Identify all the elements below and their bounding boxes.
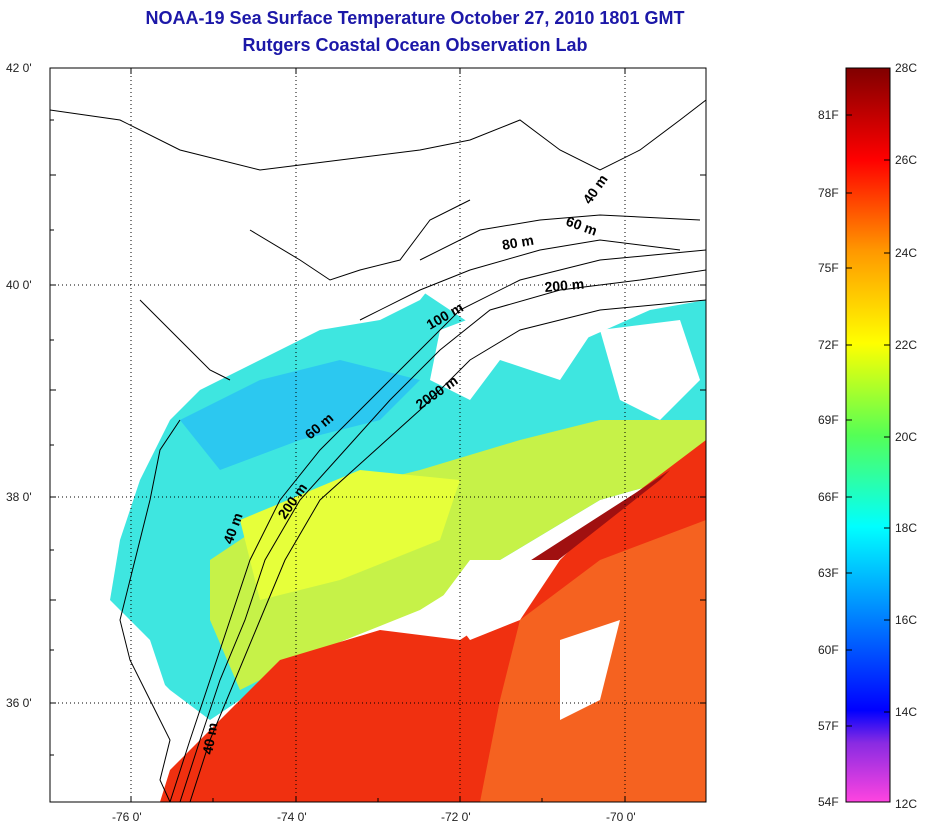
colorbar-c-label: 22C xyxy=(895,338,918,352)
land xyxy=(50,68,706,640)
sst-warm-patch xyxy=(240,470,460,600)
colorbar-c-label: 20C xyxy=(895,430,918,444)
lon-label: -76 0' xyxy=(112,810,142,824)
colorbar-f-label: 72F xyxy=(818,338,839,352)
sst-cool-patch xyxy=(180,360,420,470)
colorbar xyxy=(845,67,891,803)
lon-label: -74 0' xyxy=(277,810,307,824)
colorbar-f-label: 63F xyxy=(818,566,839,580)
colorbar-f-label: 81F xyxy=(818,108,839,122)
land-south xyxy=(50,600,170,780)
contour-label: 40 m xyxy=(199,721,220,755)
colorbar-f-label: 54F xyxy=(818,795,839,809)
colorbar-f-label: 66F xyxy=(818,490,839,504)
lon-label: -70 0' xyxy=(606,810,636,824)
colorbar-f-label: 69F xyxy=(818,413,839,427)
colorbar-f-label: 75F xyxy=(818,261,839,275)
coastline xyxy=(50,99,706,802)
contour-label: 200 m xyxy=(544,276,585,295)
lat-label: 42 0' xyxy=(6,61,32,75)
colorbar-ticks xyxy=(846,114,890,727)
lat-label: 40 0' xyxy=(6,278,32,292)
colorbar-c-label: 16C xyxy=(895,613,918,627)
lon-label: -72 0' xyxy=(441,810,471,824)
colorbar-f-label: 57F xyxy=(818,719,839,733)
map-subtitle: Rutgers Coastal Ocean Observation Lab xyxy=(242,35,588,55)
cloud-gap xyxy=(430,300,600,400)
colorbar-c-label: 26C xyxy=(895,153,918,167)
graticule xyxy=(50,68,706,802)
axis-ticks xyxy=(50,67,706,802)
map-title: NOAA-19 Sea Surface Temperature October … xyxy=(145,8,685,28)
lat-label: 36 0' xyxy=(6,696,32,710)
colorbar-c-label: 12C xyxy=(895,797,918,811)
contour-label: 80 m xyxy=(501,232,535,253)
sst-field xyxy=(50,68,706,802)
colorbar-f-label: 60F xyxy=(818,643,839,657)
colorbar-c-label: 18C xyxy=(895,521,918,535)
colorbar-c-label: 14C xyxy=(895,705,918,719)
cloud-gap xyxy=(560,620,620,720)
cloud-gap xyxy=(440,560,560,640)
sst-slope-water xyxy=(210,420,706,690)
colorbar-c-label: 24C xyxy=(895,246,918,260)
colorbar-f-label: 78F xyxy=(818,186,839,200)
colorbar-c-label: 28C xyxy=(895,61,918,75)
lat-label: 38 0' xyxy=(6,490,32,504)
